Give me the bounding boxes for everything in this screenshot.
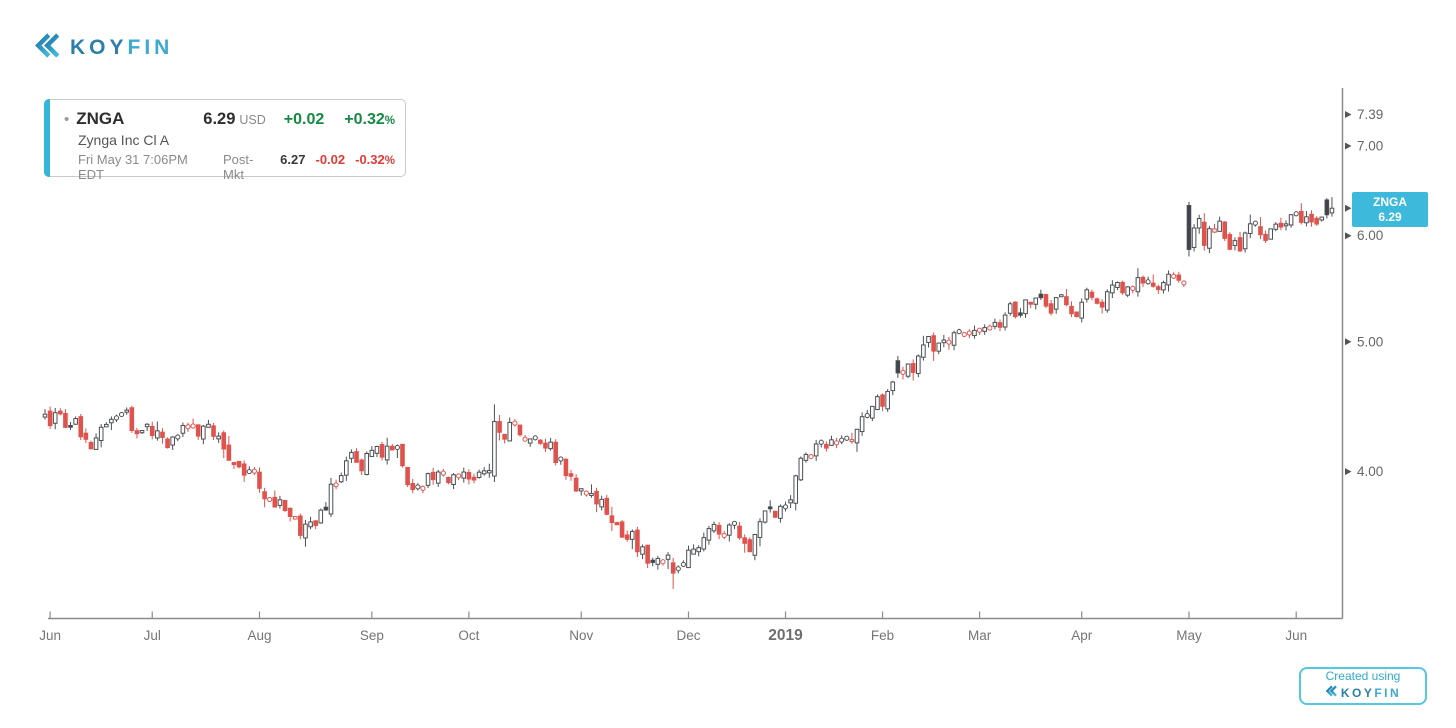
svg-text:4.00: 4.00 xyxy=(1357,464,1383,479)
price-change: +0.02 xyxy=(283,111,325,128)
svg-text:Oct: Oct xyxy=(458,628,479,643)
session-change-percent: -0.32% xyxy=(355,152,395,167)
badge-price: 6.29 xyxy=(1378,209,1402,224)
currency-label: USD xyxy=(239,113,266,127)
svg-text:7.39: 7.39 xyxy=(1357,107,1383,122)
svg-text:5.00: 5.00 xyxy=(1357,334,1383,349)
quote-card-accent-bar xyxy=(44,99,50,177)
koyfin-chevron-icon xyxy=(33,32,60,64)
quote-card: • ZNGA 6.29 USD +0.02 +0.32% Zynga Inc C… xyxy=(44,99,406,182)
svg-text:Feb: Feb xyxy=(871,628,894,643)
svg-text:Sep: Sep xyxy=(360,628,384,643)
svg-text:Jun: Jun xyxy=(1285,628,1307,643)
koyfin-logo[interactable]: KOYFIN xyxy=(33,32,173,64)
session-price: 6.27 xyxy=(280,152,306,167)
watermark-logo: KOYFIN xyxy=(1325,684,1401,702)
svg-text:May: May xyxy=(1176,628,1202,643)
svg-text:Aug: Aug xyxy=(247,628,271,643)
quote-timestamp: Fri May 31 7:06PM EDT xyxy=(78,152,188,182)
koyfin-chevron-icon xyxy=(1325,684,1337,702)
quote-row-price: • ZNGA 6.29 USD +0.02 +0.32% xyxy=(64,109,395,129)
ticker-symbol: ZNGA xyxy=(76,109,125,128)
last-price: 6.29 xyxy=(203,110,236,128)
created-using-badge[interactable]: Created using KOYFIN xyxy=(1299,667,1427,705)
svg-text:6.00: 6.00 xyxy=(1357,228,1383,243)
koyfin-logo-text: KOYFIN xyxy=(70,36,174,59)
svg-text:Jun: Jun xyxy=(39,628,61,643)
badge-ticker: ZNGA xyxy=(1373,194,1407,209)
price-change-percent: +0.32% xyxy=(344,111,395,128)
watermark-logo-text: KOYFIN xyxy=(1340,685,1402,700)
svg-text:Apr: Apr xyxy=(1071,628,1093,643)
svg-text:Jul: Jul xyxy=(144,628,161,643)
svg-text:Mar: Mar xyxy=(968,628,992,643)
created-using-label: Created using xyxy=(1325,668,1401,683)
svg-text:Dec: Dec xyxy=(676,628,700,643)
series-dot-icon: • xyxy=(64,111,70,128)
company-name: Zynga Inc Cl A xyxy=(78,132,170,148)
svg-text:7.00: 7.00 xyxy=(1357,139,1383,154)
session-change: -0.02 xyxy=(315,152,346,167)
session-label: Post-Mkt xyxy=(222,152,254,182)
svg-text:Nov: Nov xyxy=(569,628,593,643)
svg-text:2019: 2019 xyxy=(768,627,803,644)
last-price-badge: ZNGA 6.29 xyxy=(1352,192,1428,227)
quote-row-session: Fri May 31 7:06PM EDT Post-Mkt 6.27 -0.0… xyxy=(78,152,395,182)
